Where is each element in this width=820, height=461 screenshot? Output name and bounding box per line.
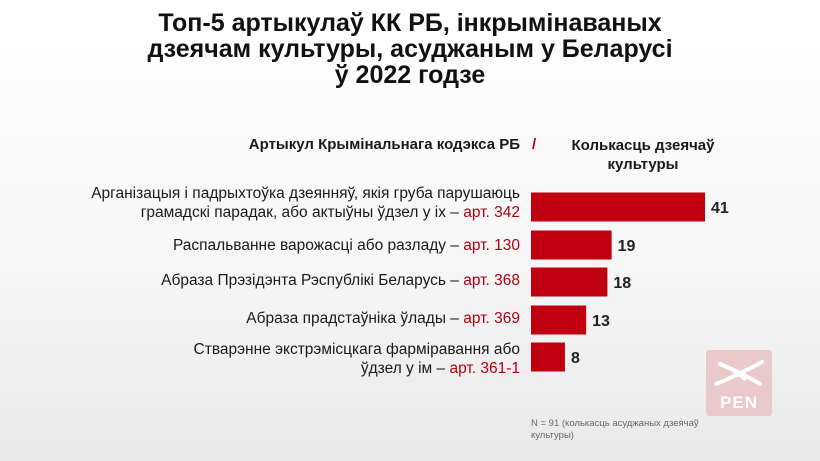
category-label-line: Абраза Прэзідэнта Рэспублікі Беларусь – … [161,272,520,289]
title-line-1: Топ-5 артыкулаў КК РБ, інкрымінаваных [158,9,662,37]
article-label: арт. 130 [463,237,520,254]
article-label: арт. 368 [463,272,520,289]
bar--368 [531,267,608,297]
category-label: Абраза прадстаўніка ўлады – арт. 369 [246,309,520,328]
category-label: Арганізацыя і падрыхтоўка дзеянняў, якія… [91,184,520,222]
quill-icon [714,360,764,386]
category-label-line: Стварэнне экстрэмісцкага фарміравання аб… [193,341,520,358]
category-label: Абраза Прэзідэнта Рэспублікі Беларусь – … [161,271,520,290]
category-label-line: Абраза прадстаўніка ўлады – арт. 369 [246,310,520,327]
value-axis-header: Колькасць дзеячаў культуры [571,137,715,173]
category-axis-header: Артыкул Крымінальнага кодэкса РБ [248,136,520,153]
bar--130 [531,230,612,260]
title-line-3: ў 2022 годзе [334,61,486,89]
bar--369 [531,305,587,335]
data-label: 41 [711,200,729,217]
category-label: Стварэнне экстрэмісцкага фарміравання аб… [194,340,520,378]
title-line-2: дзеячам культуры, асуджаным у Беларусі [147,35,673,63]
article-label: арт. 342 [463,204,520,221]
header-separator: / [532,136,537,153]
pen-logo: PEN [706,350,772,416]
category-label-line: Распальванне варожасці або разладу – арт… [172,237,520,254]
category-label-line: грамадскі парадак, або актыўны ўдзел у і… [140,204,520,221]
bar--342 [531,192,705,222]
category-label-line: ўдзел у ім – арт. 361-1 [360,360,520,377]
category-label-line: Арганізацыя і падрыхтоўка дзеянняў, якія… [91,185,520,202]
sample-size-note: N = 91 (колькасць асуджаных дзеячаў куль… [531,418,699,441]
bar--361-1 [531,342,565,372]
article-label: арт. 361-1 [449,360,520,377]
category-label: Распальванне варожасці або разладу – арт… [173,236,520,255]
logo-text: PEN [720,393,758,412]
article-label: арт. 369 [463,310,520,327]
data-label: 19 [618,238,636,255]
data-label: 13 [592,313,610,330]
data-label: 18 [613,275,631,292]
chart-title: Топ-5 артыкулаў КК РБ, інкрымінаваных дз… [60,10,760,88]
data-label: 8 [571,350,580,367]
